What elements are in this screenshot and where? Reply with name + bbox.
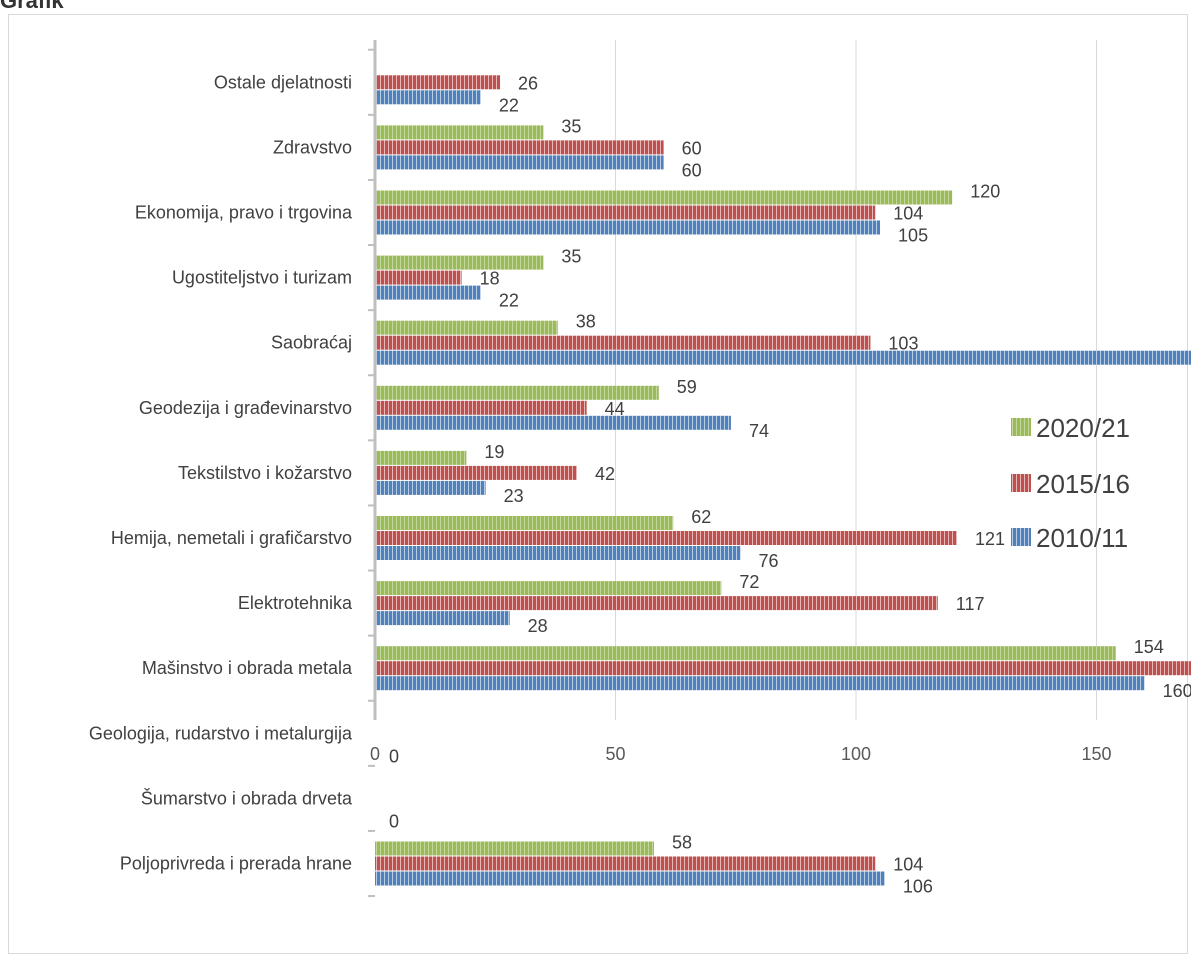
data-label: 76 — [759, 551, 779, 571]
category-label: Geologija, rudarstvo i metalurgija — [89, 723, 353, 743]
bar-2020-21 — [375, 125, 543, 139]
data-label: 72 — [739, 572, 759, 592]
bar-2015-16 — [375, 857, 875, 871]
data-label: 44 — [605, 399, 625, 419]
category-label: Saobraćaj — [271, 333, 352, 353]
data-label: 35 — [561, 116, 581, 136]
data-label: 0 — [389, 811, 399, 831]
data-label: 19 — [484, 442, 504, 462]
bar-2010-11 — [375, 90, 481, 104]
bar-2010-11 — [375, 286, 481, 300]
data-label: 160 — [1163, 681, 1191, 701]
bar-2020-21 — [375, 191, 952, 205]
bar-2020-21 — [375, 646, 1116, 660]
bar-2020-21 — [375, 321, 558, 335]
category-label: Hemija, nemetali i grafičarstvo — [111, 528, 352, 548]
legend-swatch — [1011, 528, 1031, 546]
category-label: Geodezija i građevinarstvo — [139, 398, 352, 418]
category-label: Šumarstvo i obrada drveta — [141, 787, 353, 808]
category-label: Ugostiteljstvo i turizam — [172, 268, 352, 288]
bar-2015-16 — [375, 271, 462, 285]
bar-2010-11 — [375, 481, 486, 495]
data-label: 104 — [893, 204, 923, 224]
bar-2015-16 — [375, 140, 664, 154]
category-label: Tekstilstvo i kožarstvo — [178, 463, 352, 483]
data-label: 60 — [682, 160, 702, 180]
data-label: 105 — [898, 226, 928, 246]
data-label: 22 — [499, 95, 519, 115]
bar-2015-16 — [375, 401, 587, 415]
bar-2015-16 — [375, 336, 870, 350]
bar-2010-11 — [375, 611, 510, 625]
category-label: Ostale djelatnosti — [214, 72, 352, 92]
data-label: 60 — [682, 138, 702, 158]
bar-2015-16 — [375, 596, 938, 610]
bar-2010-11 — [375, 872, 885, 886]
data-label: 106 — [903, 877, 933, 897]
bar-2010-11 — [375, 416, 731, 430]
legend-swatch — [1011, 474, 1031, 492]
legend-label: 2010/11 — [1036, 523, 1128, 553]
category-label: Poljoprivreda i prerada hrane — [120, 854, 352, 874]
data-label: 38 — [576, 312, 596, 332]
data-label: 104 — [893, 855, 923, 875]
bar-2010-11 — [375, 546, 741, 560]
category-label: Ekonomija, pravo i trgovina — [135, 203, 353, 223]
x-tick-label: 100 — [841, 744, 871, 764]
bar-2020-21 — [375, 516, 673, 530]
bar-2010-11 — [375, 351, 1191, 365]
data-label: 28 — [528, 616, 548, 636]
bar-2020-21 — [375, 581, 721, 595]
category-label: Zdravstvo — [273, 137, 352, 157]
data-label: 121 — [975, 529, 1005, 549]
data-label: 120 — [970, 182, 1000, 202]
data-label: 103 — [888, 334, 918, 354]
bar-2015-16 — [375, 466, 577, 480]
bar-2010-11 — [375, 676, 1145, 690]
category-label: Mašinstvo i obrada metala — [142, 658, 353, 678]
gridlines — [616, 40, 1191, 720]
x-tick-label: 150 — [1081, 744, 1111, 764]
data-label: 62 — [691, 507, 711, 527]
data-label: 42 — [595, 464, 615, 484]
legend-label: 2015/16 — [1036, 469, 1130, 499]
bar-2015-16 — [375, 75, 500, 89]
bar-2010-11 — [375, 221, 880, 235]
y-axis — [368, 40, 375, 896]
bar-2015-16 — [375, 531, 957, 545]
data-label: 74 — [749, 421, 769, 441]
data-label: 58 — [672, 833, 692, 853]
legend-label: 2020/21 — [1036, 413, 1130, 443]
bar-2010-11 — [375, 155, 664, 169]
legend: 2020/21 2015/16 2010/11 — [1011, 413, 1130, 553]
legend-swatch — [1011, 418, 1031, 436]
data-label: 22 — [499, 291, 519, 311]
data-label: 154 — [1134, 637, 1164, 657]
bar-2015-16 — [375, 206, 875, 220]
x-tick-label: 0 — [370, 744, 380, 764]
bar-2015-16 — [375, 661, 1191, 675]
data-label: 23 — [504, 486, 524, 506]
data-label: 18 — [480, 269, 500, 289]
bar-2020-21 — [375, 842, 654, 856]
data-label: 117 — [956, 594, 985, 614]
bar-2020-21 — [375, 386, 659, 400]
data-label: 0 — [389, 746, 399, 766]
data-label: 26 — [518, 73, 538, 93]
bar-2020-21 — [375, 451, 466, 465]
bar-2020-21 — [375, 256, 543, 270]
data-label: 59 — [677, 377, 697, 397]
data-label: 35 — [561, 247, 581, 267]
x-tick-label: 50 — [605, 744, 625, 764]
category-label: Elektrotehnika — [238, 593, 353, 613]
